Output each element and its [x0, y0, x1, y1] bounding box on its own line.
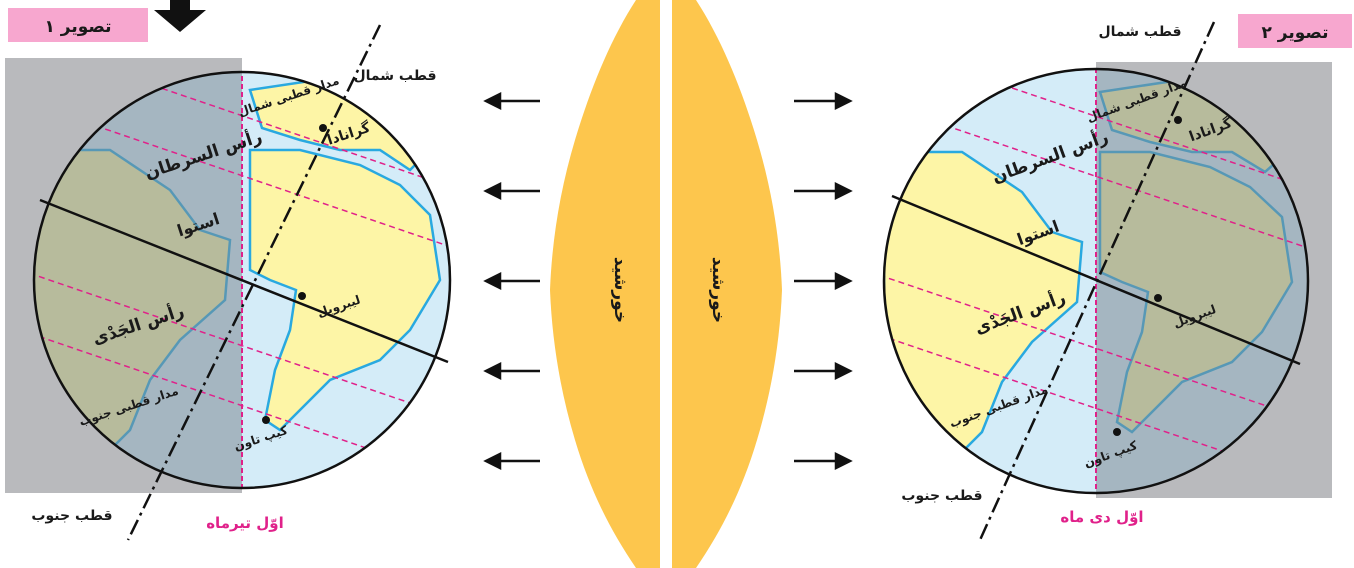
- sun-rays-left: [483, 91, 540, 471]
- figure-tag-box-2: [1238, 14, 1352, 48]
- south-pole-label-2: قطب جنوب: [901, 488, 982, 504]
- africa-europe-land: [248, 76, 442, 432]
- north-pole-label-2: قطب شمال: [1098, 24, 1181, 40]
- city-dot-granada-1: [319, 124, 327, 132]
- city-dot-granada-2: [1174, 116, 1182, 124]
- figure-1: تصویر ۱ قطب شمال قطب جنوب اوّل تیرماه مد…: [5, 0, 452, 541]
- sun-right-half: [672, 0, 782, 568]
- date-label-1: اوّل تیرماه: [206, 514, 284, 532]
- sun-label-left: خورشید: [610, 257, 630, 323]
- equator-line-1: [39, 198, 449, 364]
- figure-2: تصویر ۲ قطب شمال قطب جنوب اوّل دی ماه مد…: [882, 14, 1352, 541]
- figure-tag-1: تصویر ۱: [44, 17, 111, 37]
- city-dot-libreville-1: [298, 292, 306, 300]
- sun-rays-right: [794, 91, 853, 471]
- date-label-2: اوّل دی ماه: [1060, 508, 1143, 526]
- north-pole-label-1: قطب شمال: [353, 68, 436, 84]
- down-arrow-icon: [154, 0, 206, 32]
- city-dot-capetown-2: [1113, 428, 1121, 436]
- south-pole-label-1: قطب جنوب: [31, 508, 112, 524]
- figure-tag-box-1: [8, 8, 148, 42]
- figure-tag-2: تصویر ۲: [1261, 23, 1328, 43]
- sun-left-half: [550, 0, 660, 568]
- sun-label-right: خورشید: [708, 257, 728, 323]
- equator-line-2: [891, 194, 1301, 366]
- city-dot-libreville-2: [1154, 294, 1162, 302]
- earth-axis-1: [126, 24, 382, 541]
- earth-axis-2: [978, 21, 1216, 541]
- city-dot-capetown-1: [262, 416, 270, 424]
- sun: خورشید خورشید: [550, 0, 782, 568]
